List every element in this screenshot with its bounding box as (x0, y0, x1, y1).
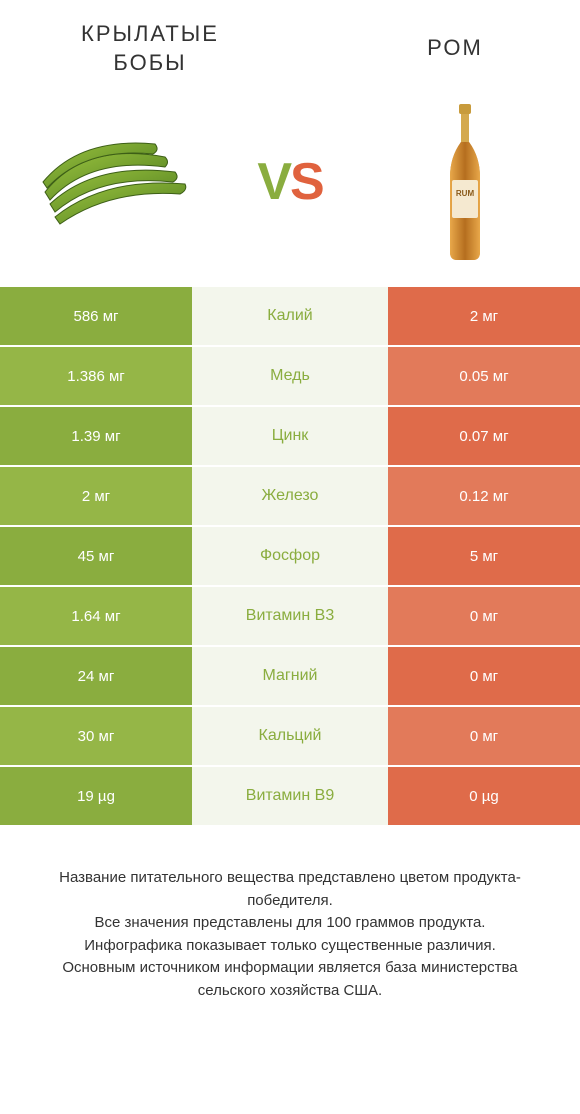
cell-nutrient-name: Фосфор (192, 527, 388, 585)
cell-right-value: 2 мг (388, 287, 580, 345)
table-row: 19 µgВитамин B90 µg (0, 767, 580, 825)
cell-nutrient-name: Железо (192, 467, 388, 525)
cell-left-value: 45 мг (0, 527, 192, 585)
cell-nutrient-name: Кальций (192, 707, 388, 765)
table-row: 1.64 мгВитамин B30 мг (0, 587, 580, 645)
header: КРЫЛАТЫЕ БОБЫ РОМ (0, 0, 580, 87)
cell-nutrient-name: Витамин B3 (192, 587, 388, 645)
cell-right-value: 0.12 мг (388, 467, 580, 525)
vs-label: VS (257, 152, 322, 212)
table-row: 1.39 мгЦинк0.07 мг (0, 407, 580, 465)
vs-s: S (290, 153, 323, 211)
table-row: 2 мгЖелезо0.12 мг (0, 467, 580, 525)
cell-left-value: 2 мг (0, 467, 192, 525)
title-left: КРЫЛАТЫЕ БОБЫ (50, 20, 250, 77)
footer-line: Название питательного вещества представл… (30, 867, 550, 912)
cell-left-value: 24 мг (0, 647, 192, 705)
cell-left-value: 1.386 мг (0, 347, 192, 405)
cell-nutrient-name: Витамин B9 (192, 767, 388, 825)
cell-left-value: 30 мг (0, 707, 192, 765)
table-row: 30 мгКальций0 мг (0, 707, 580, 765)
footer-text: Название питательного вещества представл… (0, 827, 580, 1002)
winged-beans-icon (30, 102, 200, 262)
footer-line: Основным источником информации является … (30, 957, 550, 1002)
cell-right-value: 0.07 мг (388, 407, 580, 465)
cell-nutrient-name: Калий (192, 287, 388, 345)
cell-right-value: 0 µg (388, 767, 580, 825)
cell-right-value: 0.05 мг (388, 347, 580, 405)
table-row: 586 мгКалий2 мг (0, 287, 580, 345)
svg-text:RUM: RUM (456, 189, 475, 198)
cell-left-value: 19 µg (0, 767, 192, 825)
cell-nutrient-name: Цинк (192, 407, 388, 465)
cell-nutrient-name: Магний (192, 647, 388, 705)
rum-bottle-icon: RUM (380, 102, 550, 262)
cell-right-value: 0 мг (388, 587, 580, 645)
cell-left-value: 586 мг (0, 287, 192, 345)
table-row: 45 мгФосфор5 мг (0, 527, 580, 585)
footer-line: Все значения представлены для 100 граммо… (30, 912, 550, 935)
image-row: VS RUM (0, 87, 580, 287)
vs-v: V (257, 153, 290, 211)
cell-nutrient-name: Медь (192, 347, 388, 405)
table-row: 24 мгМагний0 мг (0, 647, 580, 705)
cell-left-value: 1.64 мг (0, 587, 192, 645)
table-row: 1.386 мгМедь0.05 мг (0, 347, 580, 405)
cell-left-value: 1.39 мг (0, 407, 192, 465)
title-right: РОМ (380, 20, 530, 77)
nutrient-table: 586 мгКалий2 мг1.386 мгМедь0.05 мг1.39 м… (0, 287, 580, 825)
cell-right-value: 5 мг (388, 527, 580, 585)
cell-right-value: 0 мг (388, 647, 580, 705)
cell-right-value: 0 мг (388, 707, 580, 765)
footer-line: Инфографика показывает только существенн… (30, 935, 550, 958)
